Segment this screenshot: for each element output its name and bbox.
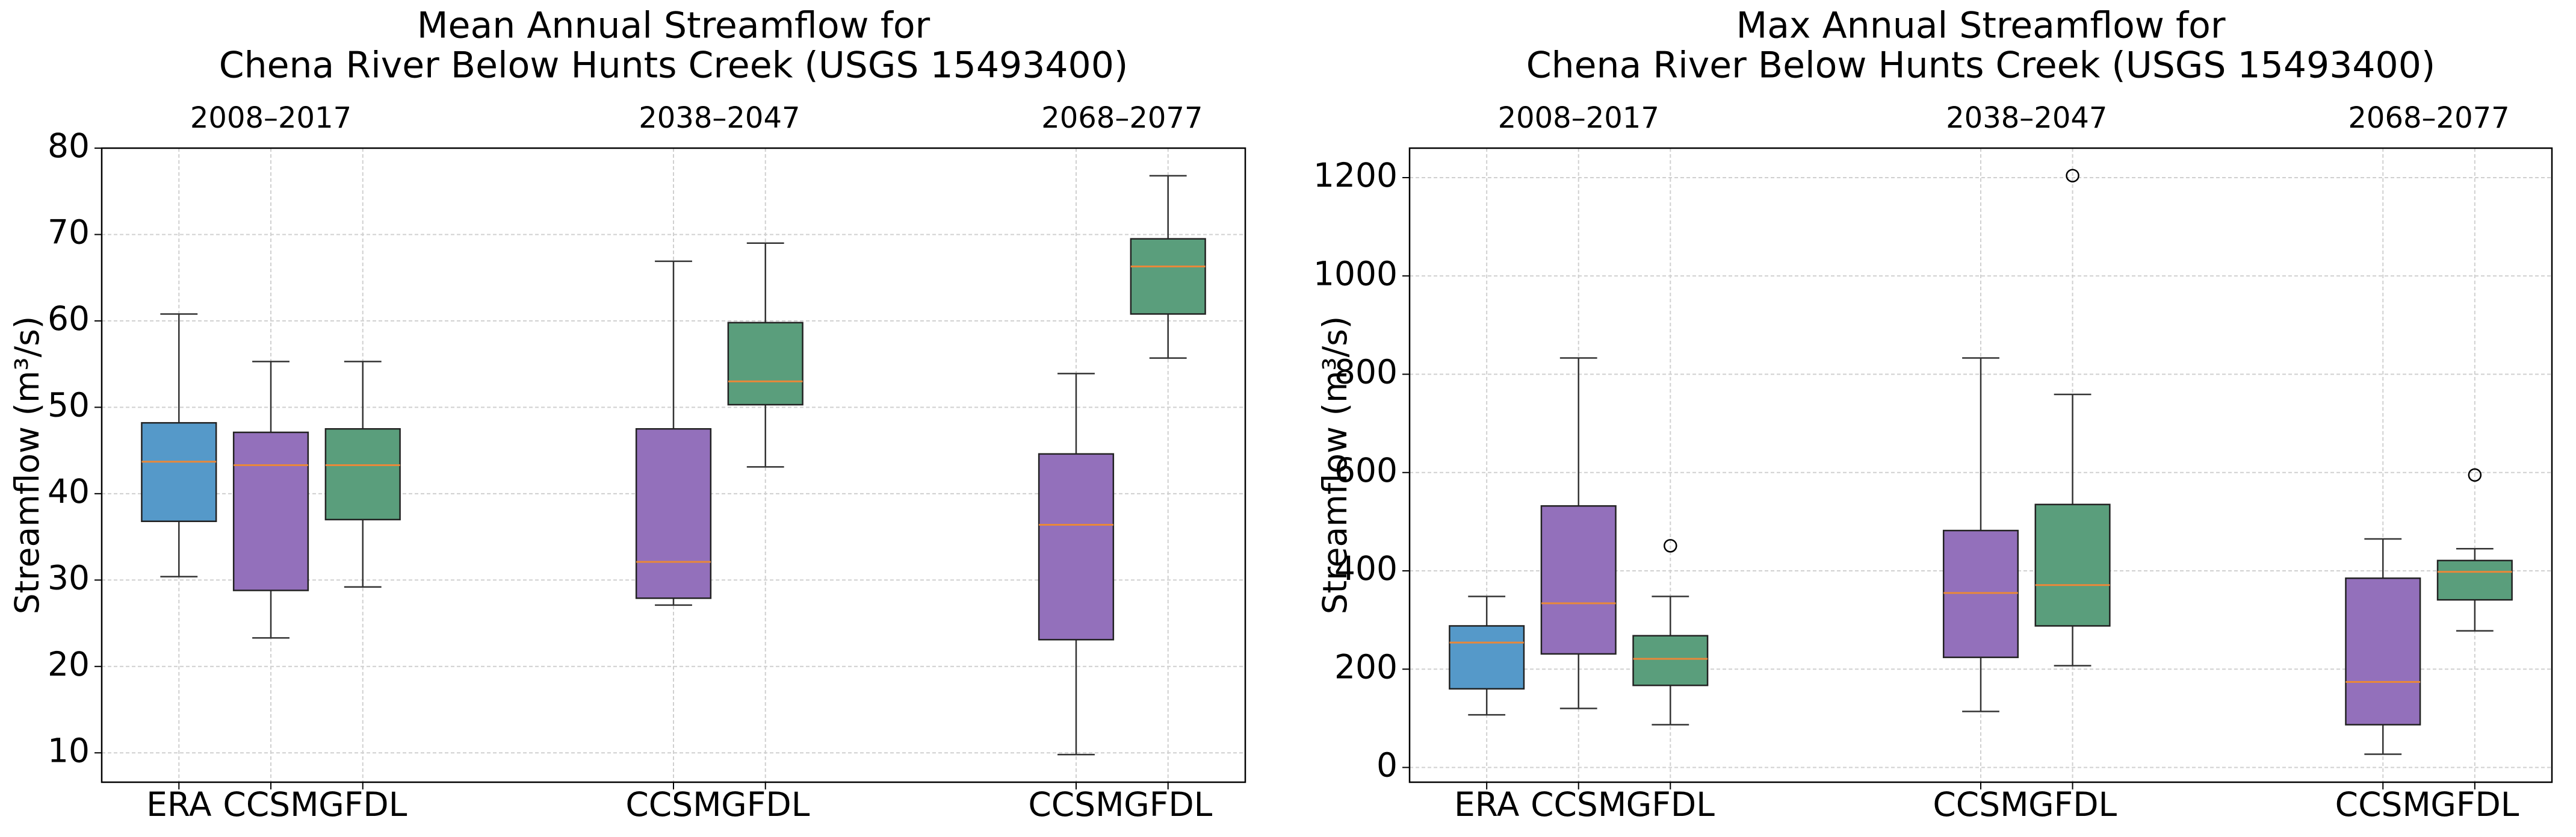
box [2436,559,2513,601]
group-label: 2008–2017 [1498,101,1659,135]
group-label: 2038–2047 [1946,101,2107,135]
outlier [2066,169,2079,182]
box [1632,635,1709,686]
group-label: 2008–2017 [190,101,351,135]
y-tick-label: 1200 [1313,156,1398,194]
x-tick-label: GFDL [721,785,810,824]
y-tick-label: 600 [1334,451,1398,490]
box [232,431,309,591]
x-tick-label: CCSM [1933,785,2028,824]
box [1540,505,1617,655]
box [141,422,217,522]
group-label: 2038–2047 [639,101,800,135]
y-tick-label: 60 [48,299,90,338]
x-tick-label: CCSM [1028,785,1124,824]
outlier [1664,539,1677,553]
box [2034,503,2111,627]
chart-title: Max Annual Streamflow for [1736,5,2226,47]
y-tick-label: 30 [48,558,90,597]
y-tick-label: 70 [48,213,90,252]
box [1449,625,1525,690]
y-tick-label: 800 [1334,353,1398,391]
x-tick-label: GFDL [1124,785,1213,824]
box [635,428,712,599]
x-tick-label: CCSM [223,785,318,824]
x-tick-label: CCSM [625,785,721,824]
box [727,322,803,406]
y-tick-label: 1000 [1313,254,1398,293]
chart-title: Chena River Below Hunts Creek (USGS 1549… [1526,45,2436,87]
x-tick-label: CCSM [1531,785,1626,824]
x-tick-label: GFDL [1626,785,1715,824]
y-tick-label: 80 [48,126,90,165]
box [1130,238,1206,315]
group-label: 2068–2077 [1041,101,1203,135]
x-tick-label: CCSM [2335,785,2431,824]
chart-title: Mean Annual Streamflow for [417,5,930,47]
plot-frame [101,147,1246,783]
plot-frame [1408,147,2553,783]
y-axis-label: Streamflow (m³/s) [8,316,46,614]
chart-title: Chena River Below Hunts Creek (USGS 1549… [219,45,1129,87]
y-tick-label: 10 [48,731,90,770]
box [324,428,401,521]
y-tick-label: 40 [48,472,90,511]
box [1038,453,1115,641]
y-tick-label: 200 [1334,647,1398,686]
x-tick-label: GFDL [318,785,407,824]
y-tick-label: 0 [1376,746,1398,785]
box [1942,529,2019,658]
x-tick-label: GFDL [2430,785,2519,824]
y-tick-label: 20 [48,645,90,683]
y-tick-label: 400 [1334,549,1398,588]
x-tick-label: ERA [1454,785,1520,824]
outlier [2468,468,2482,482]
group-label: 2068–2077 [2348,101,2509,135]
x-tick-label: GFDL [2028,785,2117,824]
y-tick-label: 50 [48,386,90,425]
y-axis-label: Streamflow (m³/s) [1316,316,1354,614]
box [2345,577,2421,726]
x-tick-label: ERA [146,785,212,824]
